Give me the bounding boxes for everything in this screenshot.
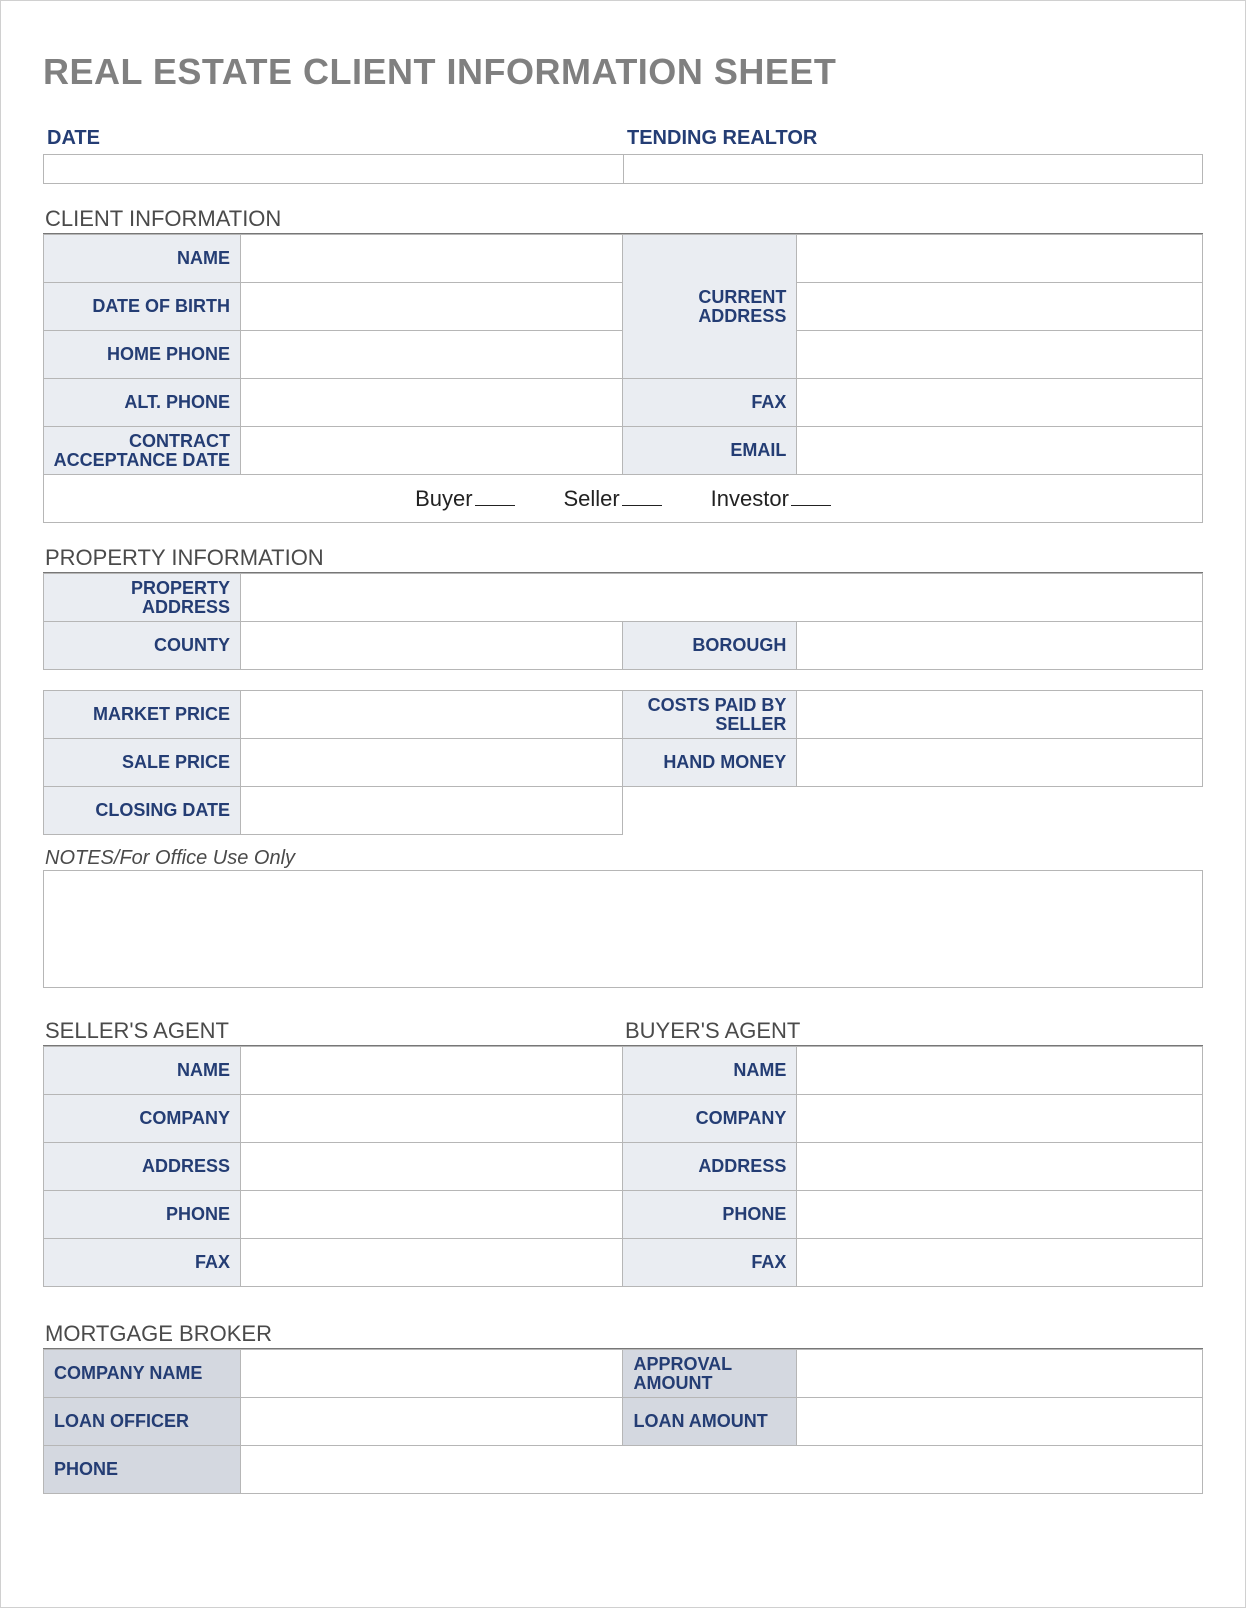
- notes-label: NOTES/For Office Use Only: [43, 847, 1203, 870]
- mortgage-phone-input[interactable]: [241, 1446, 1203, 1494]
- hand-money-label: HAND MONEY: [623, 739, 797, 787]
- buyer-name-label: NAME: [623, 1047, 797, 1095]
- seller-phone-label: PHONE: [44, 1191, 241, 1239]
- approval-amount-input[interactable]: [797, 1350, 1203, 1398]
- address-input-2[interactable]: [797, 283, 1203, 331]
- seller-company-input[interactable]: [241, 1095, 623, 1143]
- email-input[interactable]: [797, 427, 1203, 475]
- county-input[interactable]: [241, 622, 623, 670]
- seller-fax-label: FAX: [44, 1239, 241, 1287]
- approval-amount-label: APPROVAL AMOUNT: [623, 1350, 797, 1398]
- buyer-address-input[interactable]: [797, 1143, 1203, 1191]
- seller-name-label: NAME: [44, 1047, 241, 1095]
- buyer-agent-title: BUYER'S AGENT: [623, 1018, 1203, 1046]
- buyer-phone-input[interactable]: [797, 1191, 1203, 1239]
- current-address-label: CURRENT ADDRESS: [623, 235, 797, 379]
- loan-amount-input[interactable]: [797, 1398, 1203, 1446]
- sale-price-label: SALE PRICE: [44, 739, 241, 787]
- name-label: NAME: [44, 235, 241, 283]
- buyer-company-input[interactable]: [797, 1095, 1203, 1143]
- seller-address-label: ADDRESS: [44, 1143, 241, 1191]
- loan-officer-label: LOAN OFFICER: [44, 1398, 241, 1446]
- buyer-name-input[interactable]: [797, 1047, 1203, 1095]
- buyer-fax-label: FAX: [623, 1239, 797, 1287]
- agents-title-row: SELLER'S AGENT BUYER'S AGENT: [43, 1018, 1203, 1046]
- loan-amount-label: LOAN AMOUNT: [623, 1398, 797, 1446]
- section-client-info: CLIENT INFORMATION: [43, 206, 1203, 234]
- realtor-label: TENDING REALTOR: [623, 127, 1203, 154]
- hand-money-input[interactable]: [797, 739, 1203, 787]
- buyer-company-label: COMPANY: [623, 1095, 797, 1143]
- seller-name-input[interactable]: [241, 1047, 623, 1095]
- property-info-table-1: PROPERTY ADDRESS COUNTY BOROUGH: [43, 573, 1203, 670]
- name-input[interactable]: [241, 235, 623, 283]
- address-input-1[interactable]: [797, 235, 1203, 283]
- section-mortgage: MORTGAGE BROKER: [43, 1321, 1203, 1349]
- mortgage-table: COMPANY NAME APPROVAL AMOUNT LOAN OFFICE…: [43, 1349, 1203, 1494]
- client-type-row: Buyer Seller Investor: [44, 475, 1203, 523]
- sale-price-input[interactable]: [241, 739, 623, 787]
- fax-label: FAX: [623, 379, 797, 427]
- contract-date-input[interactable]: [241, 427, 623, 475]
- header-row: DATE TENDING REALTOR: [43, 127, 1203, 184]
- home-phone-label: HOME PHONE: [44, 331, 241, 379]
- seller-option[interactable]: Seller: [563, 486, 661, 511]
- seller-address-input[interactable]: [241, 1143, 623, 1191]
- address-input-3[interactable]: [797, 331, 1203, 379]
- mortgage-company-input[interactable]: [241, 1350, 623, 1398]
- mortgage-phone-label: PHONE: [44, 1446, 241, 1494]
- client-info-table: NAME CURRENT ADDRESS DATE OF BIRTH HOME …: [43, 234, 1203, 523]
- page-title: REAL ESTATE CLIENT INFORMATION SHEET: [43, 51, 1203, 93]
- date-input[interactable]: [43, 154, 623, 184]
- market-price-input[interactable]: [241, 691, 623, 739]
- alt-phone-label: ALT. PHONE: [44, 379, 241, 427]
- market-price-label: MARKET PRICE: [44, 691, 241, 739]
- form-page: REAL ESTATE CLIENT INFORMATION SHEET DAT…: [0, 0, 1246, 1608]
- property-address-label: PROPERTY ADDRESS: [44, 574, 241, 622]
- property-address-input[interactable]: [241, 574, 1203, 622]
- seller-fax-input[interactable]: [241, 1239, 623, 1287]
- dob-label: DATE OF BIRTH: [44, 283, 241, 331]
- dob-input[interactable]: [241, 283, 623, 331]
- seller-agent-title: SELLER'S AGENT: [43, 1018, 623, 1046]
- contract-date-label: CONTRACT ACCEPTANCE DATE: [44, 427, 241, 475]
- costs-paid-input[interactable]: [797, 691, 1203, 739]
- seller-company-label: COMPANY: [44, 1095, 241, 1143]
- closing-date-input[interactable]: [241, 787, 623, 835]
- email-label: EMAIL: [623, 427, 797, 475]
- property-info-table-2: MARKET PRICE COSTS PAID BY SELLER SALE P…: [43, 690, 1203, 835]
- borough-input[interactable]: [797, 622, 1203, 670]
- fax-input[interactable]: [797, 379, 1203, 427]
- closing-date-label: CLOSING DATE: [44, 787, 241, 835]
- county-label: COUNTY: [44, 622, 241, 670]
- buyer-phone-label: PHONE: [623, 1191, 797, 1239]
- alt-phone-input[interactable]: [241, 379, 623, 427]
- buyer-fax-input[interactable]: [797, 1239, 1203, 1287]
- section-property-info: PROPERTY INFORMATION: [43, 545, 1203, 573]
- loan-officer-input[interactable]: [241, 1398, 623, 1446]
- notes-input[interactable]: [43, 870, 1203, 988]
- buyer-option[interactable]: Buyer: [415, 486, 514, 511]
- home-phone-input[interactable]: [241, 331, 623, 379]
- buyer-address-label: ADDRESS: [623, 1143, 797, 1191]
- mortgage-company-label: COMPANY NAME: [44, 1350, 241, 1398]
- agents-table: NAME NAME COMPANY COMPANY ADDRESS ADDRES…: [43, 1046, 1203, 1287]
- costs-paid-label: COSTS PAID BY SELLER: [623, 691, 797, 739]
- seller-phone-input[interactable]: [241, 1191, 623, 1239]
- date-label: DATE: [43, 127, 623, 154]
- borough-label: BOROUGH: [623, 622, 797, 670]
- realtor-input[interactable]: [623, 154, 1203, 184]
- investor-option[interactable]: Investor: [711, 486, 831, 511]
